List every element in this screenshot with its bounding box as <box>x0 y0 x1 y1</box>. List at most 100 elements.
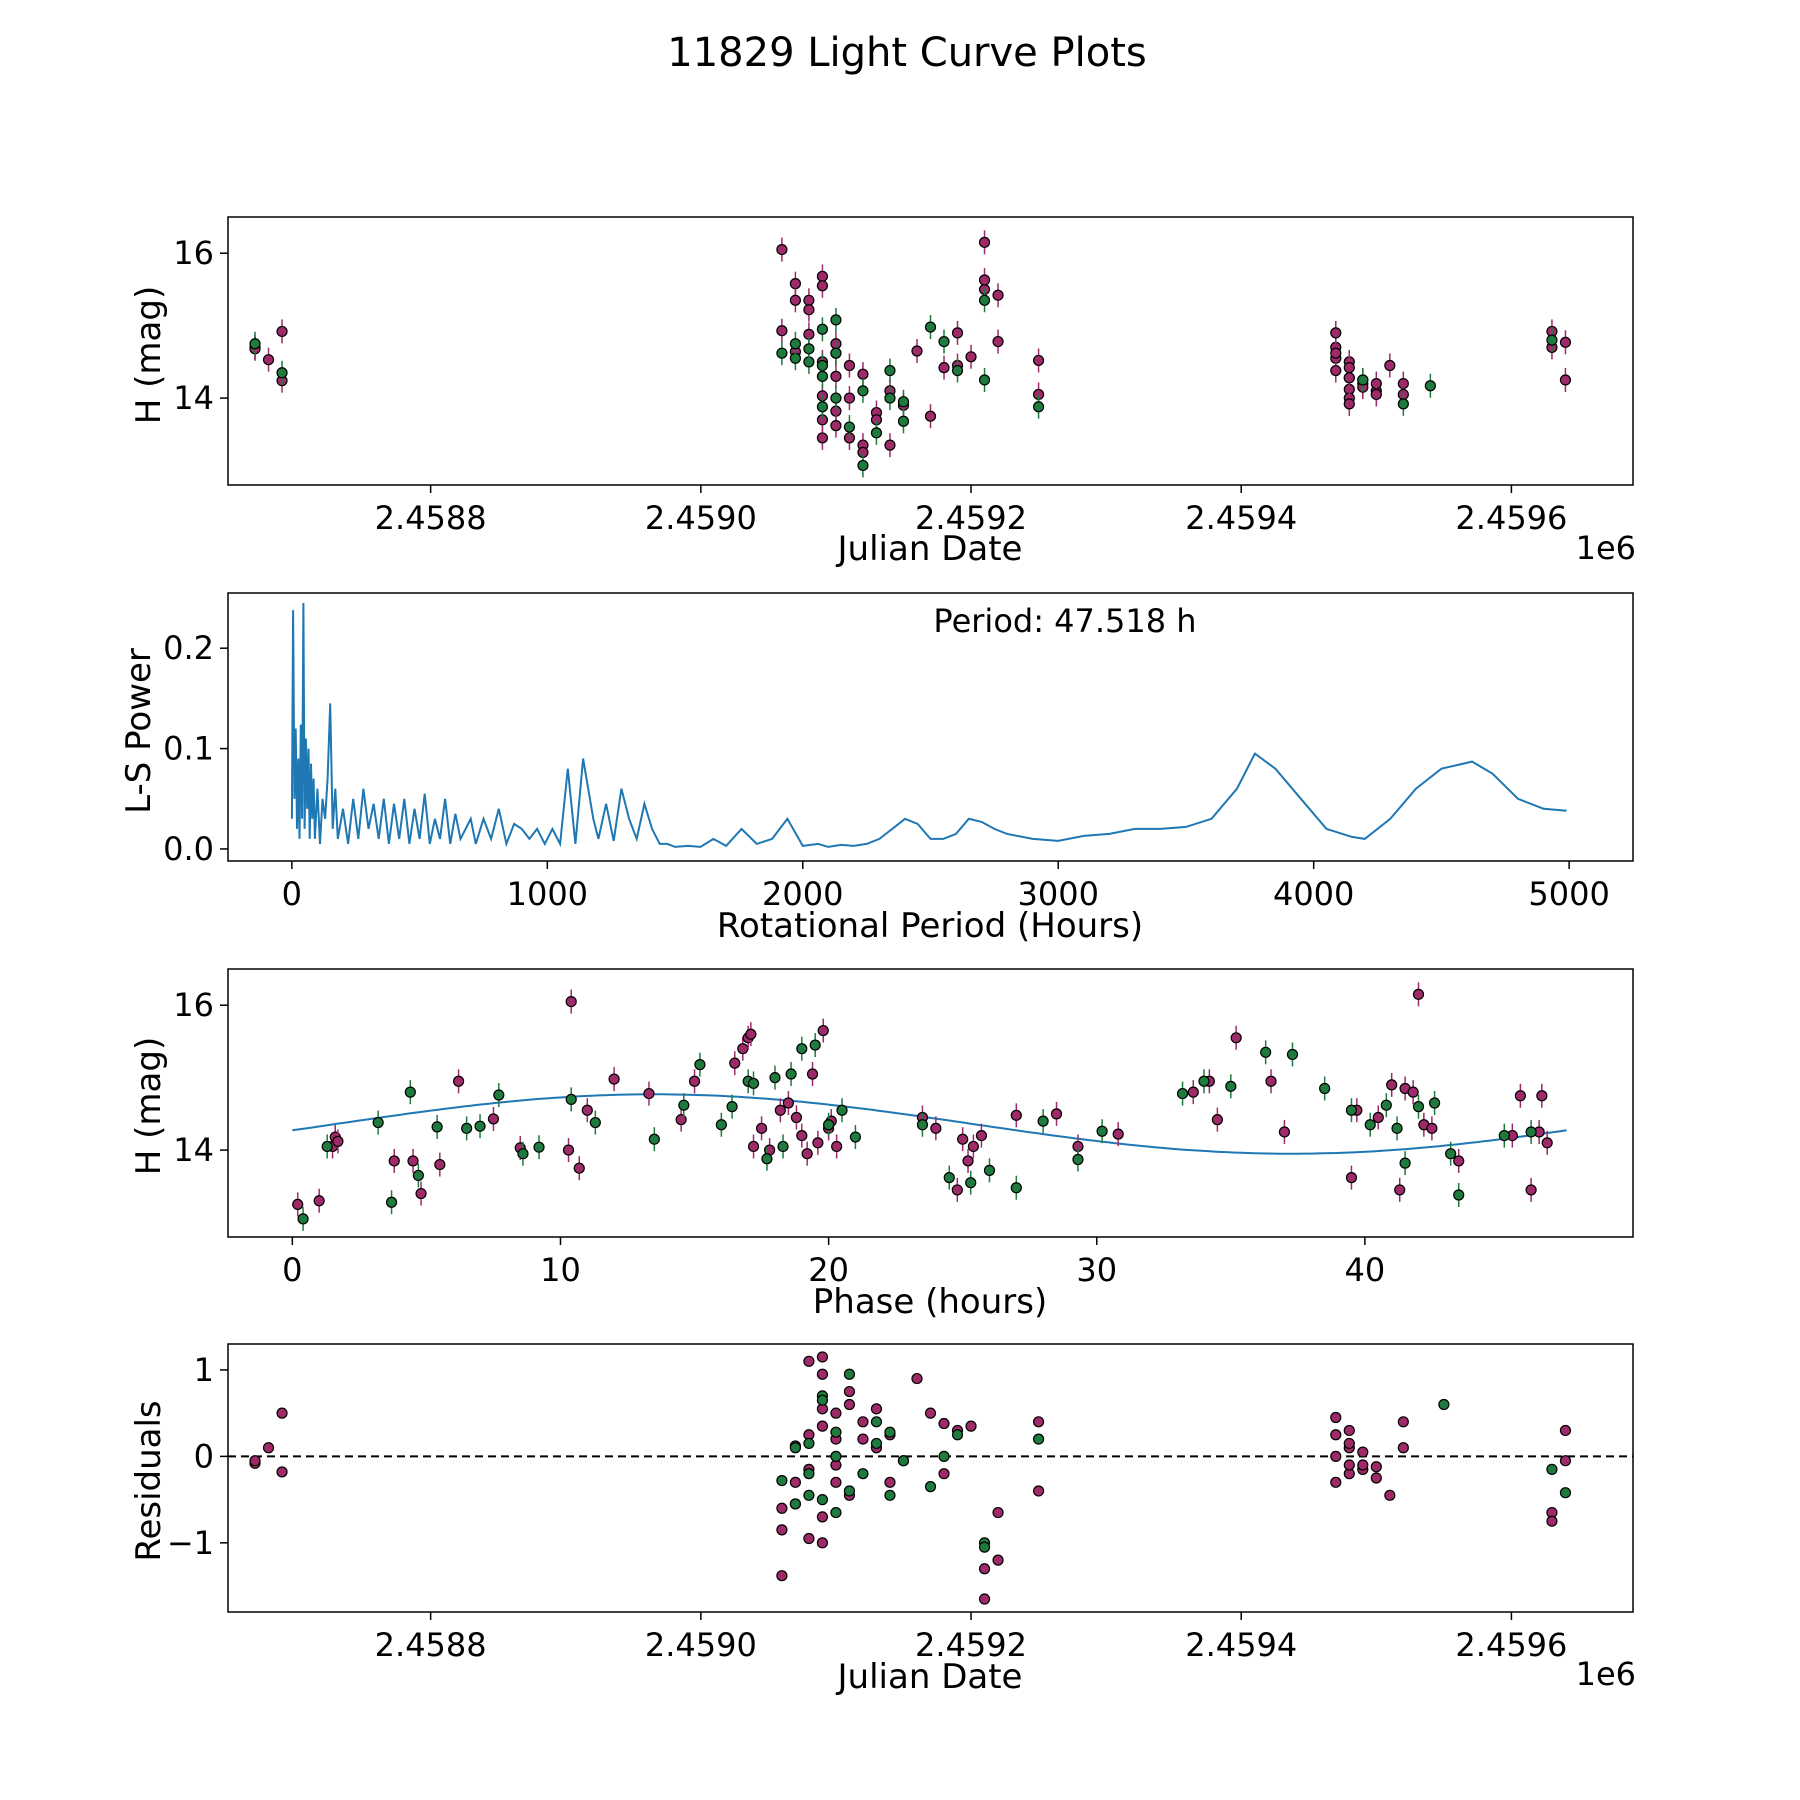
data-point-magenta <box>1370 1461 1382 1473</box>
data-point-green <box>461 1122 473 1134</box>
data-point-green <box>493 1089 505 1101</box>
data-point-magenta <box>737 1043 749 1055</box>
data-point-magenta <box>774 1104 786 1116</box>
data-point-magenta <box>1050 1108 1063 1120</box>
data-point-green <box>1364 1119 1376 1131</box>
data-point-green <box>796 1043 808 1055</box>
data-point-green <box>1559 1487 1572 1499</box>
data-point-magenta <box>1394 1184 1406 1196</box>
data-point-green <box>726 1101 738 1113</box>
data-point-magenta <box>992 1554 1004 1566</box>
data-point-green <box>951 364 964 377</box>
data-point-magenta <box>1546 1515 1558 1527</box>
data-point-magenta <box>1453 1155 1465 1167</box>
data-point-green <box>916 1119 929 1131</box>
x-tick-label: 20 <box>808 1251 849 1289</box>
data-point-magenta <box>816 280 829 292</box>
periodogram-line <box>290 602 1567 848</box>
data-point-green <box>951 1429 964 1441</box>
data-point-magenta <box>1343 398 1355 410</box>
data-point-green <box>533 1141 545 1153</box>
data-point-magenta <box>816 1420 829 1432</box>
data-point-green <box>565 1093 577 1105</box>
data-point-magenta <box>1330 364 1342 377</box>
data-point-magenta <box>1384 1489 1396 1501</box>
data-point-magenta <box>675 1114 687 1126</box>
data-point-green <box>694 1059 706 1071</box>
data-point-green <box>789 338 802 350</box>
data-point-magenta <box>992 335 1004 348</box>
data-point-green <box>938 1450 950 1462</box>
data-point-magenta <box>1265 1075 1277 1087</box>
data-point-magenta <box>1032 1485 1045 1497</box>
data-point-green <box>1391 1122 1403 1134</box>
data-point-magenta <box>776 243 788 256</box>
data-point-green <box>1010 1182 1022 1194</box>
data-point-magenta <box>776 1524 788 1536</box>
x-tick-label: 2.4590 <box>645 499 757 537</box>
x-tick-label: 5000 <box>1528 875 1609 913</box>
data-point-magenta <box>965 1420 977 1432</box>
data-point-green <box>1032 1433 1045 1445</box>
data-point-magenta <box>745 1028 757 1040</box>
data-point-green <box>857 385 869 397</box>
data-point-green <box>1428 1097 1441 1109</box>
axes-frame <box>227 968 1634 1238</box>
data-point-magenta <box>816 1511 829 1523</box>
data-point-magenta <box>1330 347 1342 359</box>
data-point-magenta <box>1330 327 1342 339</box>
data-point-magenta <box>332 1135 344 1147</box>
data-point-magenta <box>857 1416 869 1428</box>
data-point-green <box>803 1489 815 1501</box>
data-point-green <box>1225 1080 1237 1092</box>
data-point-magenta <box>581 1104 593 1116</box>
data-point-green <box>836 1104 848 1116</box>
y-tick-label: 1 <box>194 1351 214 1389</box>
data-point-magenta <box>1211 1114 1223 1126</box>
data-point-magenta <box>803 1355 815 1367</box>
data-point-green <box>816 323 829 335</box>
x-tick-label: 0 <box>282 1251 302 1289</box>
data-point-green <box>1037 1115 1049 1127</box>
data-point-magenta <box>857 1433 869 1445</box>
data-point-magenta <box>992 1506 1004 1519</box>
data-point-green <box>965 1177 977 1189</box>
data-point-green <box>589 1116 601 1129</box>
data-point-magenta <box>806 1068 819 1080</box>
data-point-magenta <box>812 1137 824 1149</box>
data-point-green <box>843 421 856 433</box>
data-point-green <box>776 1474 788 1487</box>
data-point-magenta <box>1357 1446 1369 1458</box>
x-axis-label: Phase (hours) <box>813 1282 1047 1322</box>
data-point-green <box>1345 1104 1358 1116</box>
panel-residuals: Julian Date Residuals 1e6 2.4588 2.4590 2.… <box>129 1343 1636 1697</box>
data-point-green <box>849 1131 862 1143</box>
data-point-magenta <box>688 1075 701 1087</box>
data-point-magenta <box>776 325 788 337</box>
data-point-green <box>884 1426 896 1438</box>
data-point-magenta <box>957 1133 969 1145</box>
data-point-green <box>789 1498 802 1510</box>
x-tick-label: 2.4588 <box>375 1626 487 1664</box>
data-point-magenta <box>1386 1079 1398 1091</box>
data-point-green <box>785 1068 797 1080</box>
data-point-magenta <box>1372 1111 1384 1124</box>
data-point-magenta <box>388 1155 400 1167</box>
data-point-magenta <box>1343 362 1355 374</box>
data-point-green <box>777 1140 789 1153</box>
data-point-magenta <box>452 1075 465 1087</box>
data-point-magenta <box>962 1155 974 1167</box>
data-point-green <box>1286 1048 1299 1061</box>
data-point-green <box>1198 1075 1210 1087</box>
data-point-magenta <box>938 362 950 374</box>
data-point-magenta <box>924 410 937 422</box>
y-tick-label: −1 <box>167 1524 214 1562</box>
x-tick-label: 3000 <box>1018 875 1099 913</box>
data-point-green <box>648 1133 660 1145</box>
data-point-magenta <box>1343 1459 1355 1471</box>
data-point-magenta <box>1187 1086 1199 1098</box>
data-point-magenta <box>1345 1172 1358 1184</box>
data-point-magenta <box>1407 1086 1419 1098</box>
data-point-magenta <box>978 1563 991 1575</box>
data-point-green <box>823 1119 835 1131</box>
